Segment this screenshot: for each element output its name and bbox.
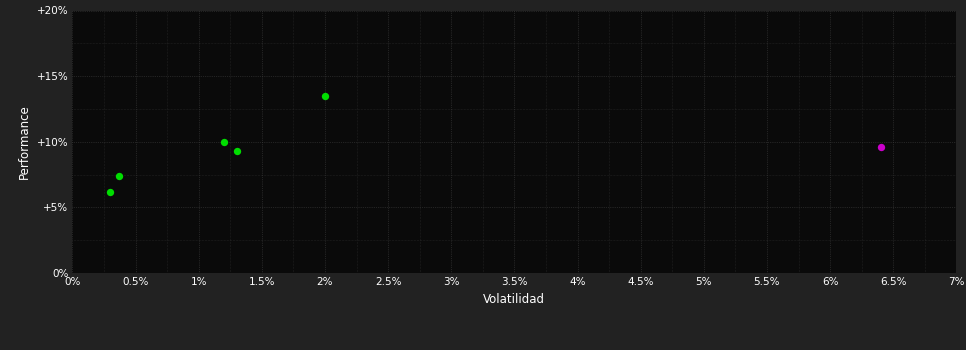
X-axis label: Volatilidad: Volatilidad: [483, 293, 546, 306]
Point: [102, 189, 118, 195]
Y-axis label: Performance: Performance: [18, 104, 31, 179]
Point: [216, 139, 232, 145]
Point: [317, 93, 332, 99]
Point: [873, 144, 889, 150]
Point: [229, 148, 244, 154]
Point: [111, 173, 127, 178]
